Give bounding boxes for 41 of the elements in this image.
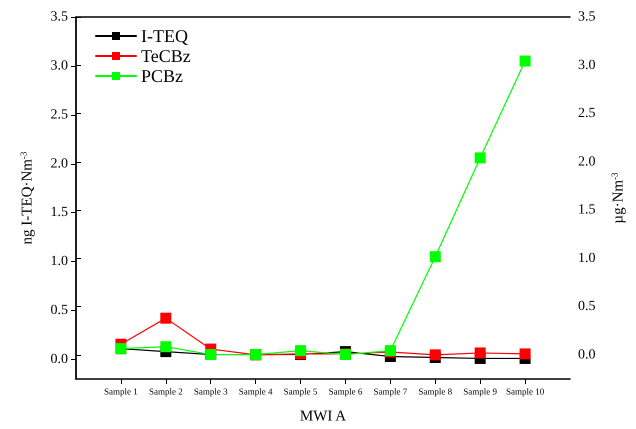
point — [430, 251, 441, 262]
x-axis-title: MWI A — [300, 408, 346, 424]
y2-tick-label: 3.0 — [578, 58, 596, 73]
y-axis-title: ng I-TEQ·Nm-3 — [18, 151, 36, 244]
point — [430, 349, 441, 360]
legend-label: PCBz — [141, 66, 184, 86]
point — [474, 152, 486, 164]
x-tick-label: Sample 10 — [506, 386, 545, 396]
y-tick-label: 3.5 — [50, 10, 68, 24]
x-tick-label: Sample 4 — [238, 386, 274, 396]
y2-tick-label: 0.5 — [578, 299, 596, 314]
legend-label: TeCBz — [141, 46, 191, 66]
y-tick-label: 0.5 — [50, 303, 68, 318]
y2-axis-title: µg·Nm-3 — [610, 172, 626, 224]
point — [295, 345, 306, 356]
y-tick-label: 0.0 — [50, 352, 68, 367]
y2-tick-label: 1.0 — [578, 250, 596, 266]
y2-tick-label: 0.0 — [578, 347, 596, 362]
y2-tick-label: 2.5 — [578, 106, 596, 122]
y-tick-label: 2.5 — [50, 107, 68, 122]
y2-tick-label: 2.0 — [578, 154, 596, 170]
x-tick-label: Sample 6 — [328, 386, 363, 396]
point — [160, 341, 172, 352]
x-tick-label: Sample 1 — [104, 386, 138, 396]
y2-tick-label: 3.5 — [578, 10, 596, 24]
point — [160, 312, 172, 324]
y-tick-label: 1.5 — [50, 205, 68, 220]
x-tick-label: Sample 9 — [463, 386, 498, 396]
legend-label: I-TEQ — [141, 26, 188, 46]
x-tick-label: Sample 7 — [373, 386, 408, 396]
y-tick-label: 3.0 — [50, 58, 68, 74]
point — [520, 56, 531, 67]
y2-tick-label: 1.5 — [578, 202, 596, 218]
x-tick-label: Sample 8 — [418, 386, 453, 396]
x-tick-label: Sample 3 — [194, 386, 228, 396]
x-tick-label: Sample 2 — [148, 386, 183, 396]
point — [474, 347, 486, 358]
y-tick-label: 1.0 — [50, 254, 68, 270]
x-tick-label: Sample 5 — [284, 386, 318, 396]
point — [520, 348, 531, 360]
y-tick-label: 2.0 — [50, 156, 68, 172]
